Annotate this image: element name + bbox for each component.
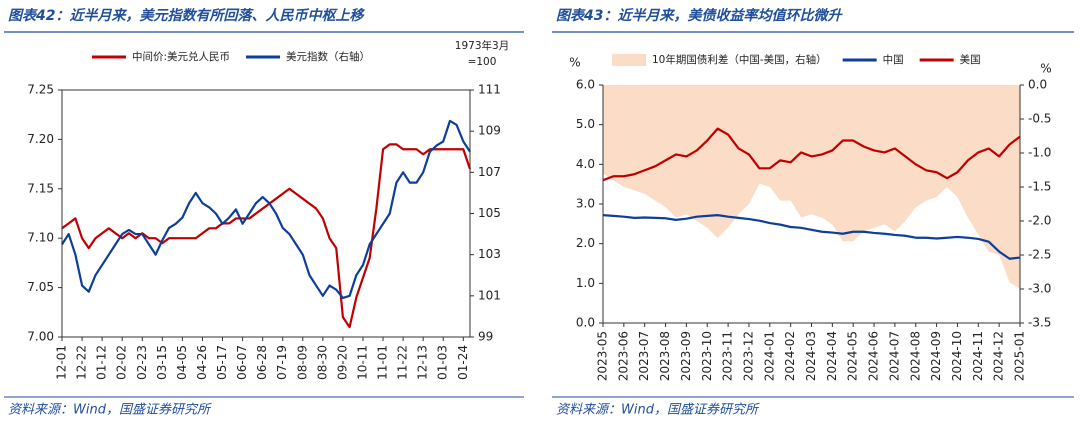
x-tick-label: 2024-01 [762,331,776,381]
y2-tick-label: -3.5 [1028,316,1051,330]
x-tick-label: 03-15 [155,345,169,380]
y-tick-label: 1.0 [576,276,595,290]
x-tick-label: 2024-06 [867,331,881,381]
annotation: 1973年3月 [455,39,509,52]
chart-title: 图表42：近半月来，美元指数有所回落、人民币中枢上移 [8,7,365,24]
legend-label: 10年期国债利差（中国-美国，右轴） [652,53,827,66]
x-tick-label: 05-17 [215,345,229,380]
y2-tick-label: 111 [478,83,501,97]
x-tick-label: 2024-08 [908,331,922,381]
y2-tick-label: -0.5 [1028,112,1051,126]
x-tick-label: 2024-05 [846,331,860,381]
y-tick-label: 3.0 [576,197,595,211]
x-tick-label: 2024-02 [783,331,797,381]
y-tick-label: 7.00 [27,330,54,344]
x-tick-label: 02-23 [135,345,149,380]
legend-label: 美国 [960,53,981,66]
x-tick-label: 2023-06 [616,331,630,381]
y-tick-label: 7.05 [27,280,54,294]
x-tick-label: 2024-09 [929,331,943,381]
x-tick-label: 08-30 [315,345,329,380]
y2-tick-label: 109 [478,124,501,138]
x-tick-label: 09-20 [335,345,349,380]
x-tick-label: 12-01 [55,345,69,380]
x-tick-label: 2023-11 [721,331,735,381]
source: 资料来源：Wind，国盛证券研究所 [556,402,760,418]
x-tick-label: 02-02 [115,345,129,380]
x-tick-label: 07-19 [275,345,289,380]
x-tick-label: 2024-11 [971,331,985,381]
y-tick-label: 2.0 [576,236,595,250]
x-tick-label: 2024-04 [825,331,839,381]
y-tick-label: 6.0 [576,78,595,92]
y2-tick-label: -2.5 [1028,248,1051,262]
x-tick-label: 12-13 [416,345,430,380]
y-axis-label: % [569,56,580,70]
y-tick-label: 7.20 [27,132,54,146]
legend-label: 美元指数（右轴） [286,50,370,63]
y2-tick-label: -1.0 [1028,146,1051,160]
x-tick-label: 2023-08 [658,331,672,381]
y2-tick-label: 107 [478,165,501,179]
x-tick-label: 06-07 [235,345,249,380]
x-tick-label: 2024-12 [992,331,1006,381]
y-tick-label: 4.0 [576,157,595,171]
x-tick-label: 04-26 [195,345,209,380]
y-tick-label: 5.0 [576,117,595,131]
x-tick-label: 2023-09 [679,331,693,381]
x-tick-label: 2025-01 [1013,331,1027,381]
x-tick-label: 2023-12 [741,331,755,381]
x-tick-label: 2023-05 [596,331,610,381]
x-tick-label: 01-03 [436,345,450,380]
y2-tick-label: 99 [478,330,493,344]
chart-title: 图表43：近半月来，美债收益率均值环比微升 [556,7,843,24]
x-tick-label: 06-28 [255,345,269,380]
x-tick-label: 10-11 [355,345,369,380]
x-tick-label: 2024-10 [950,331,964,381]
legend-label: 中国 [883,53,904,66]
line [61,119,471,299]
line [602,214,1021,260]
x-tick-label: 04-05 [175,345,189,380]
x-tick-label: 11-22 [396,345,410,380]
y2-tick-label: -1.5 [1028,180,1051,194]
y-tick-label: 7.15 [27,181,54,195]
legend-swatch [612,54,646,66]
y2-tick-label: 105 [478,206,501,220]
line [61,143,472,329]
y2-tick-label: 101 [478,288,501,302]
y2-tick-label: -3.0 [1028,282,1051,296]
x-tick-label: 08-09 [295,345,309,380]
x-tick-label: 2024-07 [887,331,901,381]
source: 资料来源：Wind，国盛证券研究所 [8,402,212,418]
area [603,85,1020,289]
y-tick-label: 0.0 [576,316,595,330]
annotation: =100 [468,56,497,68]
y2-tick-label: 0.0 [1028,78,1047,92]
x-tick-label: 11-01 [376,345,390,380]
x-tick-label: 01-24 [456,345,470,380]
x-tick-label: 01-12 [95,345,109,380]
x-tick-label: 2023-07 [637,331,651,381]
x-tick-label: 2023-10 [700,331,714,381]
line [602,127,1021,182]
y2-axis-label: % [1040,62,1051,76]
y2-tick-label: -2.0 [1028,214,1051,228]
legend-label: 中间价:美元兑人民币 [132,50,230,63]
x-tick-label: 2024-03 [804,331,818,381]
y-tick-label: 7.10 [27,231,54,245]
y-tick-label: 7.25 [27,83,54,97]
y2-tick-label: 103 [478,247,501,261]
x-tick-label: 12-22 [75,345,89,380]
